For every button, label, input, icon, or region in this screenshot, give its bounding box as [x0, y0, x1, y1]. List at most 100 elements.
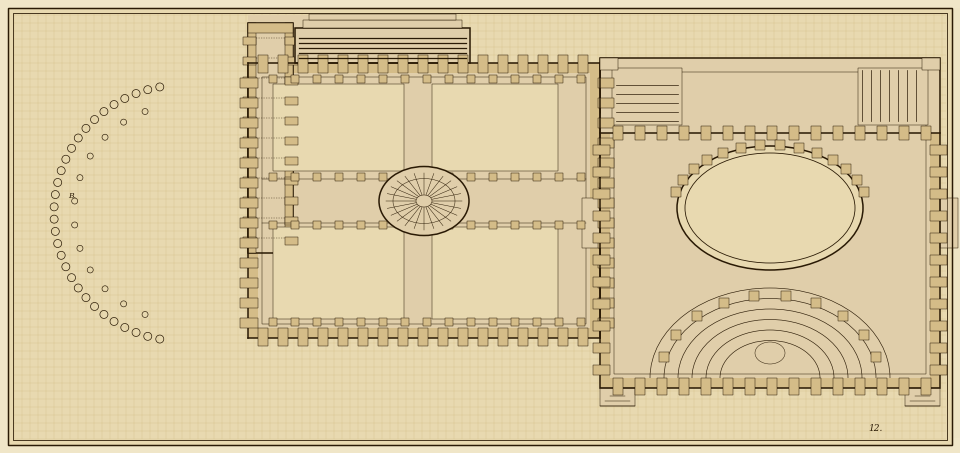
- Bar: [338, 328, 348, 346]
- Bar: [718, 148, 729, 158]
- Bar: [811, 378, 821, 395]
- Bar: [243, 177, 256, 185]
- Bar: [775, 140, 784, 150]
- Bar: [593, 255, 610, 265]
- Bar: [285, 197, 298, 205]
- Bar: [379, 173, 387, 181]
- Bar: [679, 126, 689, 140]
- Bar: [930, 189, 947, 199]
- Bar: [357, 318, 365, 326]
- Bar: [467, 75, 475, 83]
- Bar: [555, 318, 563, 326]
- Bar: [930, 277, 947, 287]
- Bar: [458, 328, 468, 346]
- Bar: [794, 143, 804, 153]
- Ellipse shape: [685, 153, 855, 263]
- Bar: [445, 318, 453, 326]
- Bar: [811, 126, 821, 140]
- Bar: [278, 328, 288, 346]
- Bar: [723, 378, 733, 395]
- Bar: [811, 298, 822, 308]
- Bar: [467, 173, 475, 181]
- Bar: [679, 378, 689, 395]
- Text: 12.: 12.: [868, 424, 882, 433]
- Bar: [600, 58, 940, 388]
- Bar: [930, 365, 947, 375]
- Bar: [577, 318, 585, 326]
- Bar: [335, 221, 343, 229]
- Bar: [593, 167, 610, 177]
- Bar: [598, 318, 614, 328]
- Bar: [489, 173, 497, 181]
- Bar: [401, 75, 409, 83]
- Bar: [767, 126, 777, 140]
- Bar: [269, 221, 277, 229]
- Bar: [379, 221, 387, 229]
- Bar: [736, 143, 746, 153]
- Bar: [780, 291, 791, 301]
- Bar: [240, 98, 258, 108]
- Bar: [240, 78, 258, 88]
- Bar: [401, 173, 409, 181]
- Bar: [243, 57, 256, 65]
- Bar: [273, 227, 404, 319]
- Bar: [533, 221, 541, 229]
- Bar: [243, 77, 256, 85]
- Bar: [613, 126, 623, 140]
- Bar: [577, 75, 585, 83]
- Bar: [240, 278, 258, 288]
- Bar: [15, 358, 949, 438]
- Bar: [858, 68, 928, 125]
- Bar: [899, 126, 909, 140]
- Ellipse shape: [379, 167, 469, 236]
- Bar: [723, 126, 733, 140]
- Bar: [273, 84, 404, 171]
- Bar: [533, 318, 541, 326]
- Bar: [240, 318, 258, 328]
- Bar: [577, 221, 585, 229]
- Bar: [701, 378, 711, 395]
- Bar: [678, 175, 688, 185]
- Bar: [285, 137, 298, 145]
- Bar: [533, 75, 541, 83]
- Bar: [858, 187, 869, 197]
- Bar: [538, 55, 548, 73]
- Bar: [240, 178, 258, 188]
- Bar: [598, 238, 614, 248]
- Bar: [423, 318, 431, 326]
- Bar: [243, 157, 256, 165]
- Bar: [598, 98, 614, 108]
- Bar: [15, 13, 949, 103]
- Bar: [930, 343, 947, 353]
- Bar: [600, 58, 940, 133]
- Bar: [657, 378, 667, 395]
- Bar: [423, 173, 431, 181]
- Bar: [930, 299, 947, 309]
- Bar: [357, 75, 365, 83]
- Bar: [558, 328, 568, 346]
- Bar: [852, 175, 862, 185]
- Bar: [303, 20, 462, 28]
- Bar: [478, 328, 488, 346]
- Bar: [240, 118, 258, 128]
- Bar: [688, 164, 699, 174]
- Bar: [756, 140, 765, 150]
- Bar: [432, 84, 558, 171]
- Bar: [533, 173, 541, 181]
- Bar: [240, 158, 258, 168]
- Bar: [357, 173, 365, 181]
- Bar: [438, 328, 448, 346]
- Bar: [378, 55, 388, 73]
- Bar: [518, 55, 528, 73]
- Bar: [930, 58, 940, 388]
- Bar: [262, 77, 586, 324]
- Bar: [478, 55, 488, 73]
- Bar: [614, 72, 926, 374]
- Bar: [258, 55, 268, 73]
- Bar: [930, 211, 947, 221]
- Bar: [243, 37, 256, 45]
- Bar: [657, 126, 667, 140]
- Bar: [248, 63, 608, 338]
- Bar: [467, 318, 475, 326]
- Bar: [248, 15, 308, 63]
